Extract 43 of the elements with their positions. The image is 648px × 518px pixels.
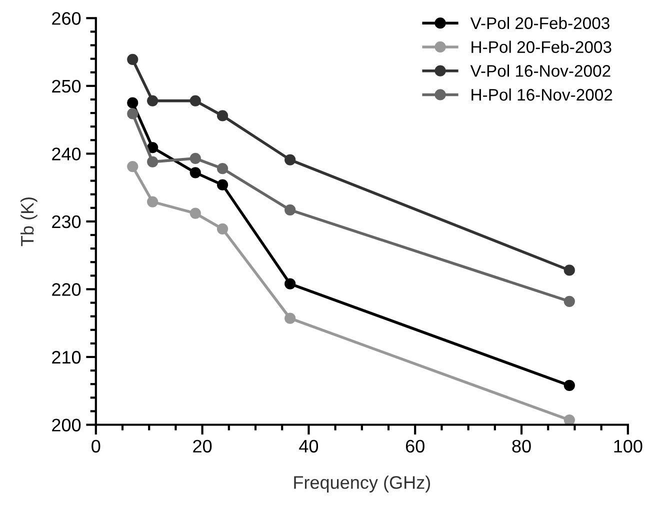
point xyxy=(127,108,138,120)
legend-label: V-Pol 16-Nov-2002 xyxy=(470,64,610,77)
y-tick-label: 250 xyxy=(52,80,81,93)
point xyxy=(216,179,228,190)
y-axis-title: Tb (K) xyxy=(20,197,38,246)
point xyxy=(564,296,575,307)
x-tick-label: 40 xyxy=(299,440,318,453)
point xyxy=(127,97,138,108)
point xyxy=(190,208,201,219)
point xyxy=(147,142,158,154)
point xyxy=(216,223,228,234)
point xyxy=(190,167,201,178)
legend-label: V-Pol 20-Feb-2003 xyxy=(470,16,610,30)
point xyxy=(127,54,138,66)
point xyxy=(284,278,296,290)
y-tick-label: 240 xyxy=(52,148,81,160)
x-tick-label: 100 xyxy=(614,440,642,453)
point xyxy=(190,152,201,164)
y-tick-label: 220 xyxy=(52,283,81,296)
point xyxy=(216,163,228,174)
x-tick-label: 60 xyxy=(406,440,424,453)
legend-label: H-Pol 16-Nov-2002 xyxy=(472,88,612,101)
legend-label: H-Pol 20-Feb-2003 xyxy=(472,40,612,53)
y-tick-label: 210 xyxy=(52,350,81,364)
point xyxy=(284,204,296,216)
x-tick-label: 80 xyxy=(512,440,531,453)
point xyxy=(147,196,158,208)
point xyxy=(190,95,201,106)
x-tick-label: 0 xyxy=(92,440,100,453)
point xyxy=(564,264,575,276)
point xyxy=(147,156,158,168)
point xyxy=(216,110,228,122)
point xyxy=(284,312,296,324)
y-tick-label: 230 xyxy=(52,215,81,228)
point xyxy=(147,95,158,106)
y-tick-label: 200 xyxy=(52,418,81,432)
y-tick-label: 260 xyxy=(52,12,81,25)
point xyxy=(127,160,138,172)
point xyxy=(564,380,575,392)
point xyxy=(284,154,296,166)
point xyxy=(564,414,575,425)
x-axis-title: Frequency (GHz) xyxy=(294,476,430,492)
x-tick-label: 20 xyxy=(193,440,212,453)
